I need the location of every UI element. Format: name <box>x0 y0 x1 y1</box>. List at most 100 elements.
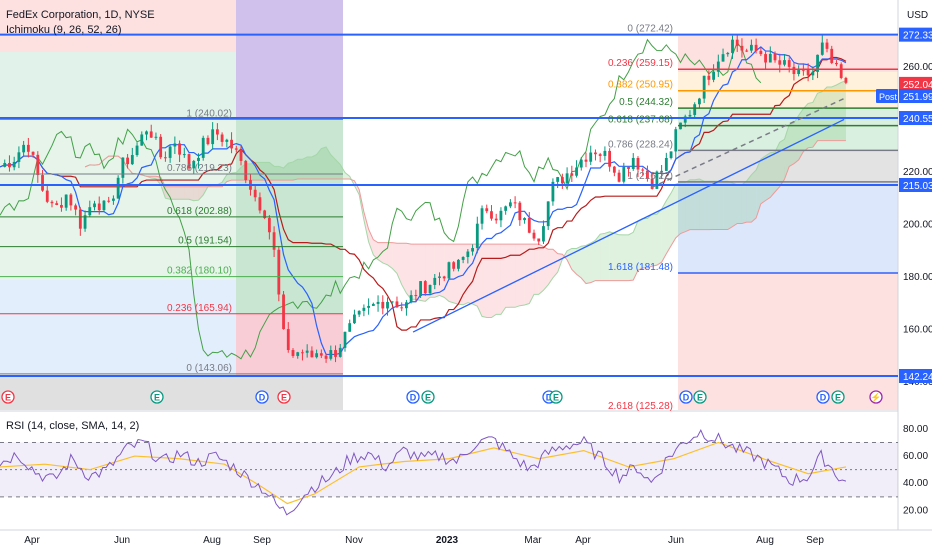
price-tick-label: 200.00 <box>903 219 932 230</box>
cloud-segment <box>312 155 317 179</box>
cloud-segment <box>629 232 634 280</box>
price-badge[interactable]: 215.03 <box>899 178 932 192</box>
cloud-segment <box>180 187 185 199</box>
event-marker[interactable]: E <box>151 391 163 403</box>
price-tick-label: 220.00 <box>903 167 932 178</box>
time-axis-label[interactable]: Aug <box>203 535 221 546</box>
cloud-segment <box>685 180 690 232</box>
candle-body <box>575 168 578 176</box>
candle-body <box>443 277 446 279</box>
candle-body <box>537 238 540 241</box>
price-badge-label: 215.03 <box>903 181 932 192</box>
time-axis-label[interactable]: Sep <box>806 535 824 546</box>
event-marker[interactable]: E <box>550 391 562 403</box>
post-market-badge[interactable]: Post <box>876 89 898 103</box>
candle-body <box>150 131 153 137</box>
cloud-segment <box>647 214 652 268</box>
candle-body <box>169 147 172 158</box>
cloud-segment <box>614 233 619 280</box>
candle-body <box>268 218 271 232</box>
candle-body <box>419 281 422 296</box>
cloud-segment <box>818 92 823 141</box>
cloud-segment <box>600 233 605 280</box>
price-badge-label: 272.33 <box>903 31 932 42</box>
cloud-segment <box>477 244 482 316</box>
event-marker[interactable]: ⚡ <box>870 391 882 404</box>
candle-body <box>282 294 285 329</box>
time-axis-label[interactable]: Apr <box>24 535 40 546</box>
candle-body <box>211 129 214 144</box>
candle-body <box>155 137 158 138</box>
candle-body <box>310 351 313 358</box>
cloud-segment <box>690 180 695 230</box>
fib-right-label: 0.382 (250.95) <box>608 80 673 91</box>
cloud-segment <box>496 244 501 314</box>
candle-body <box>547 201 550 226</box>
candle-body <box>362 308 365 311</box>
time-axis-label[interactable]: 2023 <box>436 535 459 546</box>
event-marker[interactable]: D <box>256 391 268 403</box>
time-axis-label[interactable]: Nov <box>345 535 363 546</box>
candle-body <box>840 64 843 78</box>
candle-body <box>797 70 800 74</box>
symbol-title[interactable]: FedEx Corporation, 1D, NYSE <box>6 9 155 21</box>
cloud-segment <box>723 181 728 229</box>
candle-body <box>759 51 762 54</box>
time-axis-label[interactable]: Sep <box>253 535 271 546</box>
rsi-tick-label: 60.00 <box>903 451 928 462</box>
time-axis-label[interactable]: Jun <box>114 535 130 546</box>
candle-body <box>410 295 413 302</box>
event-marker-letter: D <box>410 393 417 403</box>
currency-label[interactable]: USD <box>907 10 928 21</box>
price-badge[interactable]: 240.55 <box>899 111 932 125</box>
time-axis[interactable]: Apr Jun Aug Sep Nov 2023 Mar Apr Jun Aug Sep <box>24 535 824 546</box>
event-marker[interactable]: E <box>278 391 290 403</box>
event-marker[interactable]: D <box>817 391 829 403</box>
ichimoku-legend[interactable]: Ichimoku (9, 26, 52, 26) <box>6 24 122 36</box>
cloud-segment <box>510 244 515 307</box>
candle-body <box>325 356 328 359</box>
candle-body <box>107 201 110 202</box>
cloud-segment <box>411 244 416 299</box>
time-axis-label[interactable]: Aug <box>756 535 774 546</box>
fib-right-label: 1 (216.22) <box>627 171 673 182</box>
price-badge[interactable]: 252.04 <box>899 77 932 91</box>
candle-body <box>36 155 39 175</box>
cloud-segment <box>832 85 837 141</box>
event-marker[interactable]: E <box>694 391 706 403</box>
candle-body <box>329 350 332 359</box>
event-marker[interactable]: D <box>407 391 419 403</box>
candle-body <box>79 210 82 229</box>
time-axis-label[interactable]: Mar <box>524 535 542 546</box>
cloud-segment <box>184 187 189 199</box>
rsi-legend[interactable]: RSI (14, close, SMA, 14, 2) <box>6 420 139 432</box>
cloud-segment <box>841 81 846 141</box>
candle-body <box>216 129 219 134</box>
candle-body <box>821 43 824 55</box>
price-badge[interactable]: 272.33 <box>899 28 932 42</box>
price-badge[interactable]: 251.99 <box>899 89 932 103</box>
candle-body <box>103 201 106 210</box>
candle-body <box>112 199 115 201</box>
candle-body <box>117 178 120 199</box>
candle-body <box>448 262 451 278</box>
candle-body <box>580 160 583 168</box>
time-axis-label[interactable]: Jun <box>668 535 684 546</box>
price-badge[interactable]: 142.24 <box>899 369 932 383</box>
candle-body <box>159 137 162 157</box>
event-marker[interactable]: E <box>832 391 844 403</box>
cloud-segment <box>770 152 775 197</box>
event-marker[interactable]: E <box>422 391 434 403</box>
candle-body <box>741 46 744 51</box>
event-marker[interactable]: D <box>680 391 692 403</box>
candle-body <box>466 252 469 258</box>
event-marker[interactable]: E <box>2 391 14 403</box>
candle-body <box>452 262 455 269</box>
cloud-segment <box>189 187 194 201</box>
cloud-segment <box>766 153 771 201</box>
time-axis-label[interactable]: Apr <box>575 535 591 546</box>
cloud-segment <box>369 229 374 255</box>
